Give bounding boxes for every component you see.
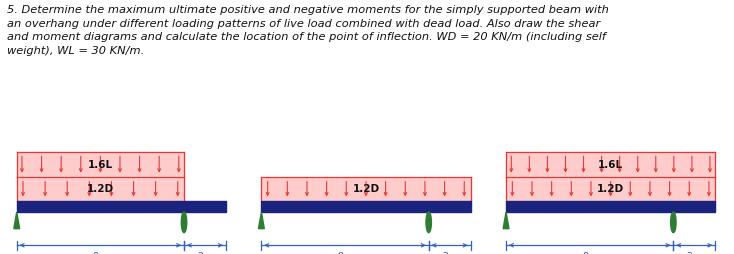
Text: 1.2D: 1.2D <box>87 184 114 194</box>
Text: 8m: 8m <box>92 252 108 254</box>
Bar <box>17 201 226 212</box>
Text: 2m: 2m <box>686 252 702 254</box>
Text: 1.6L: 1.6L <box>598 160 623 169</box>
Bar <box>17 152 184 177</box>
Text: 2m: 2m <box>442 252 457 254</box>
Circle shape <box>671 212 676 233</box>
Text: 8m: 8m <box>582 252 597 254</box>
Text: 8m: 8m <box>338 252 352 254</box>
Polygon shape <box>14 212 20 229</box>
Bar <box>506 152 715 177</box>
Bar <box>261 201 470 212</box>
Bar <box>17 177 184 201</box>
Bar <box>261 177 470 201</box>
Text: 1.2D: 1.2D <box>352 184 379 194</box>
Bar <box>506 201 715 212</box>
Polygon shape <box>258 212 264 229</box>
Circle shape <box>426 212 432 233</box>
Polygon shape <box>503 212 509 229</box>
Circle shape <box>181 212 186 233</box>
Text: 5. Determine the maximum ultimate positive and negative moments for the simply s: 5. Determine the maximum ultimate positi… <box>7 5 609 56</box>
Text: 1.6L: 1.6L <box>88 160 113 169</box>
Text: 1.2D: 1.2D <box>597 184 624 194</box>
Bar <box>506 177 715 201</box>
Text: 2m: 2m <box>197 252 213 254</box>
